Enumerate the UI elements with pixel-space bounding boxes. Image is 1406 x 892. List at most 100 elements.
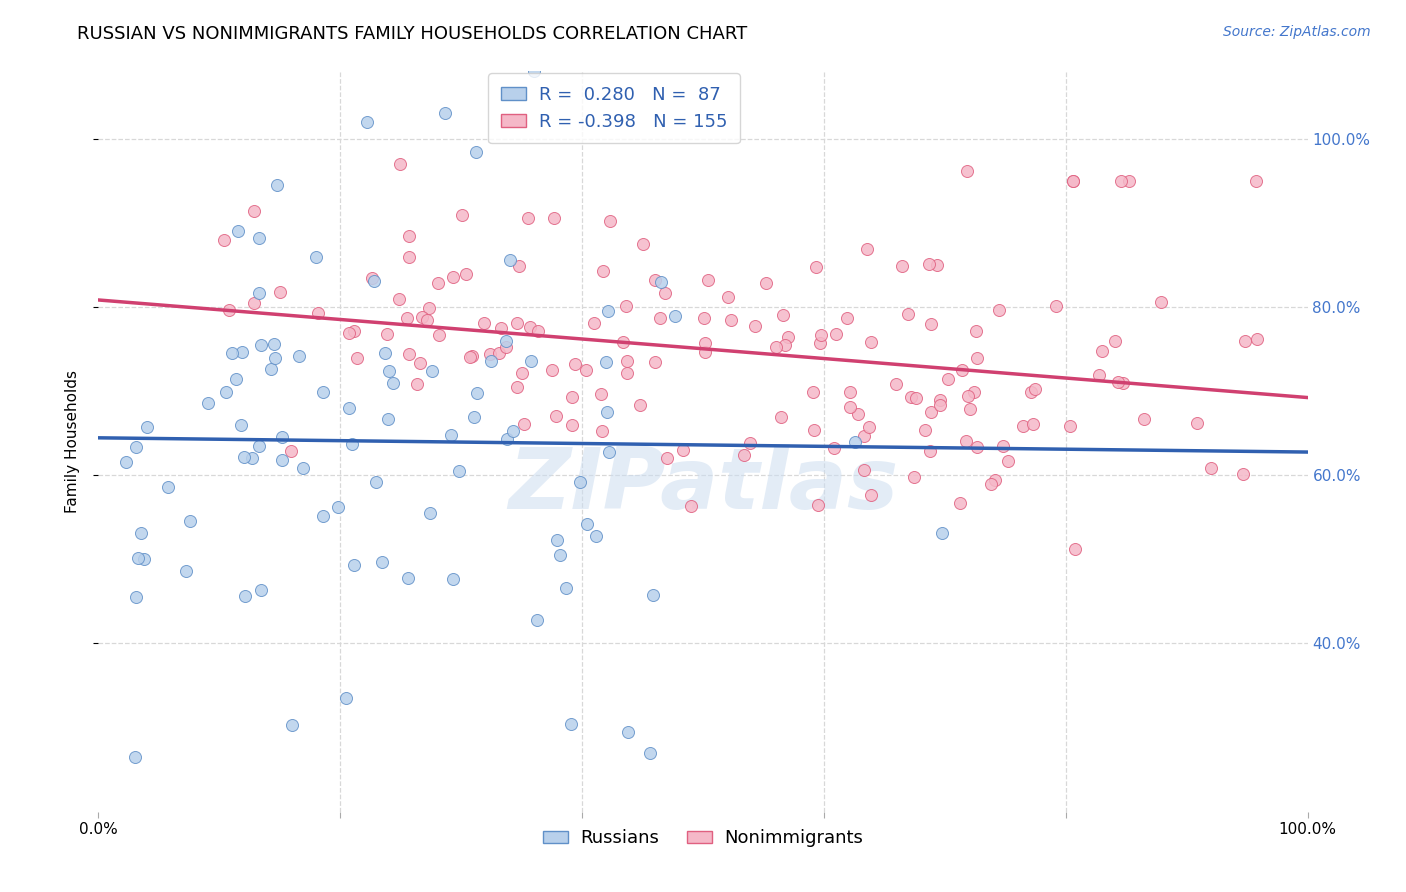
- Point: [418, 301, 440, 315]
- Point: [242, 296, 264, 310]
- Text: ZIPatlas: ZIPatlas: [508, 444, 898, 527]
- Point: [263, 336, 285, 351]
- Point: [305, 250, 328, 264]
- Point: [307, 306, 329, 320]
- Point: [520, 353, 543, 368]
- Point: [612, 335, 634, 350]
- Point: [1064, 541, 1087, 556]
- Point: [720, 313, 742, 327]
- Point: [478, 347, 501, 361]
- Point: [807, 498, 830, 512]
- Point: [546, 533, 568, 548]
- Point: [221, 346, 243, 360]
- Point: [554, 581, 576, 595]
- Point: [744, 319, 766, 334]
- Point: [984, 473, 1007, 487]
- Point: [991, 438, 1014, 452]
- Point: [389, 157, 412, 171]
- Point: [936, 372, 959, 386]
- Point: [997, 454, 1019, 468]
- Point: [575, 516, 598, 531]
- Point: [375, 326, 398, 341]
- Point: [356, 115, 378, 129]
- Point: [564, 357, 586, 371]
- Point: [1088, 368, 1111, 382]
- Point: [1012, 418, 1035, 433]
- Point: [897, 307, 920, 321]
- Point: [631, 237, 654, 252]
- Point: [596, 304, 619, 318]
- Point: [229, 417, 252, 432]
- Point: [343, 558, 366, 572]
- Point: [616, 366, 638, 380]
- Point: [266, 178, 288, 193]
- Point: [312, 509, 335, 524]
- Point: [377, 412, 399, 426]
- Point: [398, 347, 420, 361]
- Point: [388, 292, 411, 306]
- Point: [561, 418, 583, 433]
- Point: [825, 327, 848, 342]
- Point: [905, 391, 928, 405]
- Point: [114, 455, 136, 469]
- Point: [510, 367, 533, 381]
- Point: [1019, 384, 1042, 399]
- Point: [247, 286, 270, 301]
- Point: [440, 428, 463, 442]
- Point: [406, 377, 429, 392]
- Point: [343, 324, 366, 338]
- Point: [595, 355, 617, 369]
- Point: [288, 349, 311, 363]
- Point: [226, 224, 249, 238]
- Point: [451, 208, 474, 222]
- Point: [174, 564, 197, 578]
- Point: [231, 345, 253, 359]
- Point: [860, 334, 883, 349]
- Point: [312, 385, 335, 400]
- Point: [801, 384, 824, 399]
- Point: [950, 363, 973, 377]
- Point: [132, 551, 155, 566]
- Point: [269, 285, 291, 300]
- Point: [561, 390, 583, 404]
- Point: [250, 337, 273, 351]
- Point: [429, 327, 451, 342]
- Point: [738, 436, 761, 450]
- Point: [136, 420, 159, 434]
- Point: [890, 259, 912, 273]
- Point: [696, 273, 718, 287]
- Point: [671, 442, 693, 457]
- Point: [654, 285, 676, 300]
- Point: [233, 450, 256, 464]
- Point: [693, 345, 716, 359]
- Point: [852, 463, 875, 477]
- Point: [465, 385, 488, 400]
- Point: [884, 376, 907, 391]
- Point: [858, 420, 880, 434]
- Point: [505, 380, 527, 394]
- Text: RUSSIAN VS NONIMMIGRANTS FAMILY HOUSEHOLDS CORRELATION CHART: RUSSIAN VS NONIMMIGRANTS FAMILY HOUSEHOL…: [77, 25, 748, 43]
- Point: [859, 488, 882, 502]
- Point: [541, 363, 564, 377]
- Point: [281, 718, 304, 732]
- Point: [526, 613, 548, 627]
- Point: [124, 750, 146, 764]
- Point: [900, 390, 922, 404]
- Point: [614, 300, 637, 314]
- Point: [495, 334, 517, 348]
- Point: [966, 441, 988, 455]
- Point: [382, 376, 405, 391]
- Point: [959, 402, 981, 417]
- Point: [197, 396, 219, 410]
- Point: [657, 450, 679, 465]
- Point: [374, 346, 396, 360]
- Point: [988, 303, 1011, 318]
- Point: [599, 214, 621, 228]
- Point: [1109, 174, 1132, 188]
- Point: [447, 465, 470, 479]
- Point: [488, 345, 510, 359]
- Point: [980, 477, 1002, 491]
- Point: [517, 211, 540, 225]
- Point: [523, 64, 546, 78]
- Point: [512, 417, 534, 431]
